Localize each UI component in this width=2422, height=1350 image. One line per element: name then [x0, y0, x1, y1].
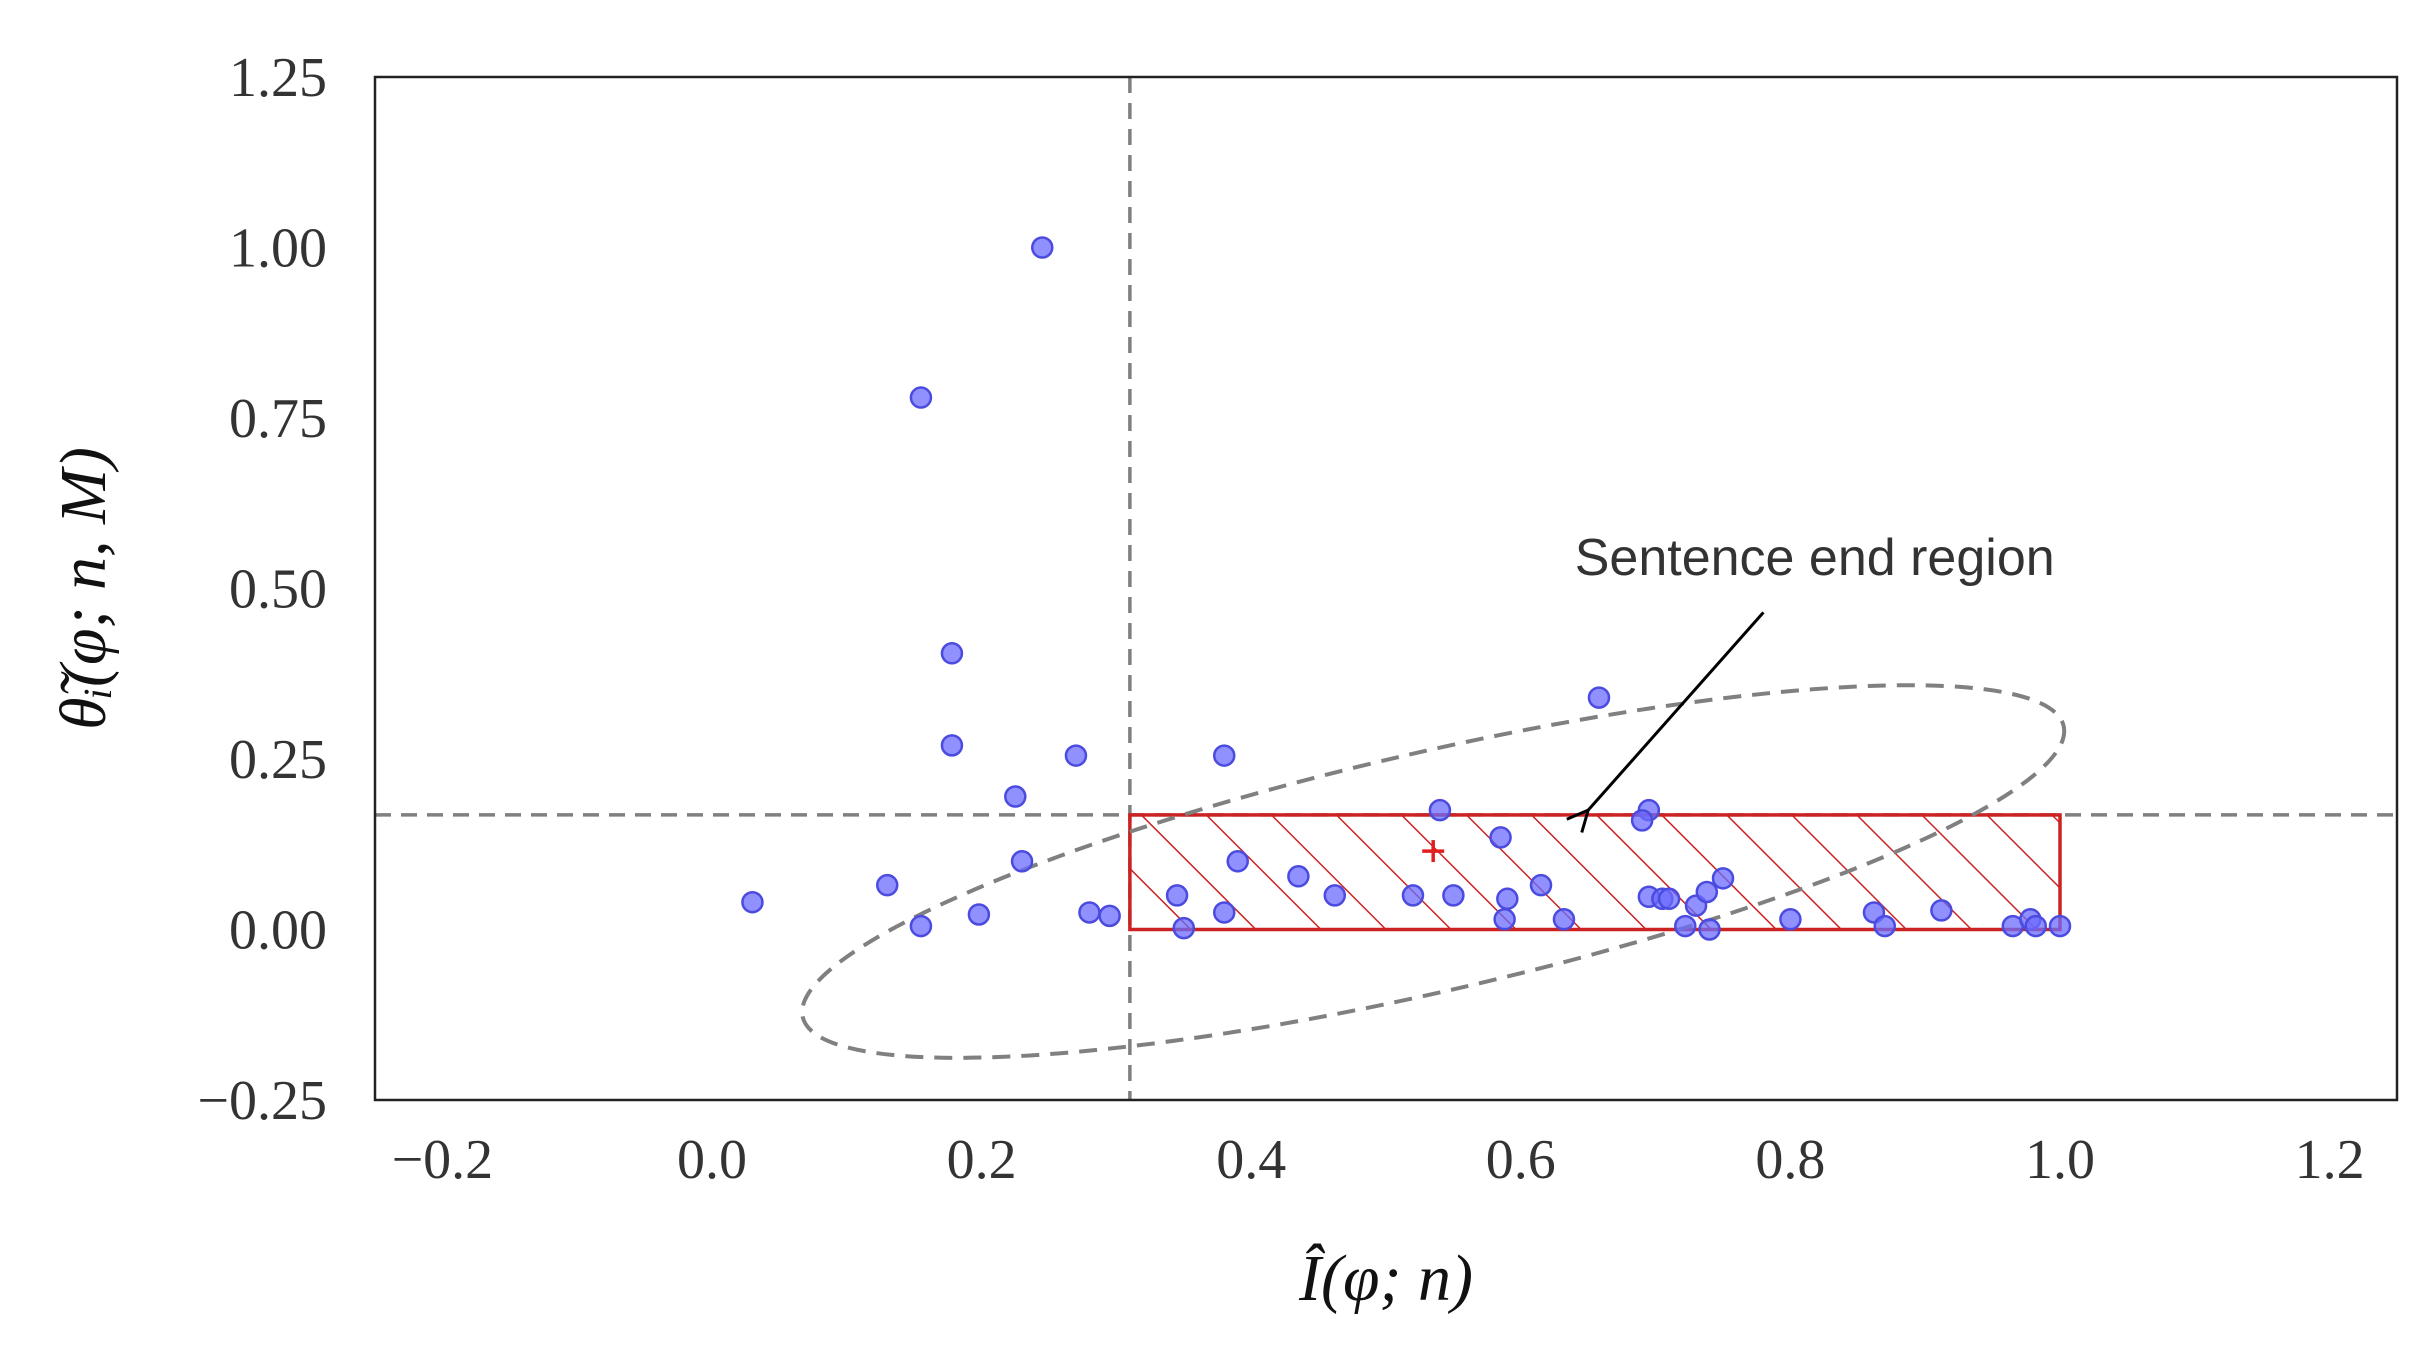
- x-axis-title: Î(φ; n): [1298, 1242, 1473, 1315]
- annotation-text: Sentence end region: [1575, 529, 2055, 587]
- x-tick-labels: −0.2 0.0 0.2 0.4 0.6 0.8 1.0 1.2: [392, 1129, 2365, 1191]
- y-tick-label: 0.25: [229, 729, 327, 791]
- data-point: [1695, 880, 1719, 904]
- data-point: [1489, 826, 1512, 849]
- sentence-end-region: [1128, 813, 2062, 932]
- cluster-ellipse: [800, 683, 2067, 1060]
- data-point: [1657, 887, 1681, 911]
- y-axis-title: θ̃ᵢ(φ; n, M): [47, 447, 120, 730]
- data-point: [967, 903, 991, 926]
- x-tick-label: 1.0: [2025, 1129, 2095, 1191]
- data-point: [1428, 798, 1452, 822]
- data-point: [1010, 850, 1034, 873]
- data-point: [940, 734, 964, 757]
- data-point: [1630, 809, 1654, 832]
- data-point: [875, 873, 899, 897]
- y-tick-labels: 1.25 1.00 0.75 0.50 0.25 0.00 −0.25: [197, 47, 327, 1132]
- data-points: [741, 236, 2072, 941]
- data-point: [1212, 901, 1236, 924]
- y-tick-label: 1.25: [229, 47, 327, 109]
- data-point: [1711, 867, 1735, 890]
- annotation-arrow: [1588, 611, 1765, 810]
- data-point: [1031, 236, 1054, 259]
- data-point: [1064, 744, 1088, 767]
- x-tick-label: 1.2: [2295, 1129, 2365, 1191]
- annotation: Sentence end region: [1575, 529, 2055, 810]
- x-tick-label: −0.2: [392, 1129, 494, 1191]
- data-point: [1442, 884, 1465, 907]
- x-tick-label: 0.4: [1216, 1129, 1286, 1191]
- plot-frame: [373, 75, 2399, 1102]
- data-point: [1401, 884, 1425, 907]
- data-point: [1930, 899, 1953, 922]
- data-point: [1078, 901, 1101, 924]
- data-point: [940, 642, 964, 665]
- data-point: [1587, 686, 1611, 709]
- data-point: [1098, 904, 1121, 928]
- data-point: [1287, 865, 1310, 888]
- data-point: [1493, 908, 1516, 931]
- x-tick-label: 0.6: [1486, 1129, 1556, 1191]
- data-point: [1674, 914, 1697, 938]
- y-tick-label: 0.00: [229, 900, 327, 962]
- y-tick-label: 0.75: [229, 388, 327, 450]
- data-point: [1212, 744, 1236, 767]
- data-point: [1004, 785, 1027, 808]
- data-point: [741, 890, 764, 914]
- x-tick-label: 0.8: [1755, 1129, 1825, 1191]
- threshold-lines: [375, 77, 2397, 1100]
- region-rect: [1128, 813, 2062, 932]
- data-point: [1165, 884, 1189, 907]
- x-tick-label: 0.2: [947, 1129, 1017, 1191]
- data-point: [2024, 914, 2047, 938]
- data-point: [1698, 918, 1721, 941]
- data-point: [1323, 884, 1347, 907]
- data-point: [2048, 914, 2072, 938]
- data-point: [909, 914, 933, 938]
- data-point: [1873, 914, 1897, 938]
- data-point: [1172, 916, 1196, 940]
- data-point: [1529, 873, 1553, 897]
- y-tick-label: −0.25: [197, 1070, 327, 1132]
- y-tick-label: 1.00: [229, 218, 327, 280]
- data-point: [909, 386, 933, 409]
- data-point: [1552, 908, 1576, 931]
- data-point: [1496, 887, 1519, 911]
- mean-marker: [1422, 840, 1445, 863]
- data-point: [1226, 850, 1249, 873]
- y-tick-label: 0.50: [229, 559, 327, 621]
- ellipse-outline: [800, 683, 2067, 1060]
- data-point: [1779, 908, 1802, 931]
- x-tick-label: 0.0: [677, 1129, 747, 1191]
